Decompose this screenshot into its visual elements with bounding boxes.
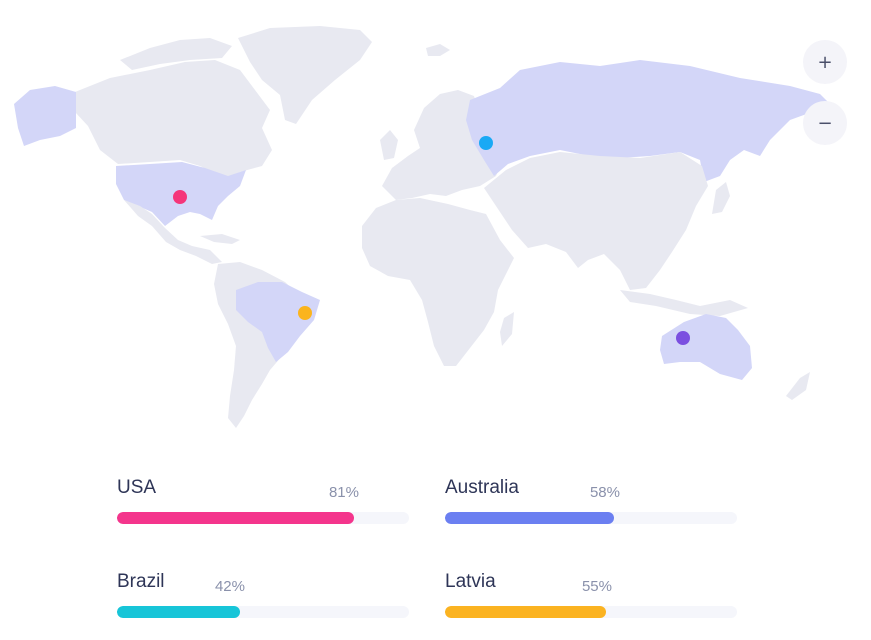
stat-brazil: Brazil 42% (117, 571, 409, 631)
progress-track (445, 512, 737, 524)
stat-country-label: Australia (445, 477, 519, 498)
stat-percent-label: 58% (589, 484, 620, 501)
progress-fill (117, 606, 240, 618)
stat-percent-label: 81% (328, 484, 359, 501)
stat-country-label: Brazil (117, 571, 165, 592)
stat-usa: USA 81% (117, 477, 409, 537)
arctic-islands-shape (120, 38, 232, 70)
progress-fill (117, 512, 354, 524)
stat-country-label: USA (117, 477, 157, 498)
brazil-marker[interactable] (298, 306, 312, 320)
stat-percent-label: 42% (214, 578, 245, 595)
stat-latvia: Latvia 55% (445, 571, 737, 631)
latvia-marker[interactable] (479, 136, 493, 150)
progress-track (117, 512, 409, 524)
stat-country-label: Latvia (445, 571, 496, 592)
africa-shape (362, 198, 514, 366)
world-map[interactable]: + − (0, 0, 871, 440)
uk-shape (380, 130, 398, 160)
asia-shape (484, 152, 708, 290)
world-map-svg (14, 26, 832, 428)
indonesia-shape (620, 290, 748, 316)
brazil-shape (236, 282, 320, 362)
stat-percent-label: 55% (581, 578, 612, 595)
japan-shape (712, 182, 730, 214)
usa-marker[interactable] (173, 190, 187, 204)
progress-track (445, 606, 737, 618)
alaska-shape (14, 86, 76, 146)
stat-australia: Australia 58% (445, 477, 737, 537)
caribbean-shape (200, 234, 240, 244)
zoom-in-button[interactable]: + (803, 40, 847, 84)
new-zealand-shape (786, 372, 810, 400)
canada-shape (75, 60, 272, 178)
central-america-shape (124, 200, 222, 264)
greenland-shape (238, 26, 372, 124)
iceland-shape (426, 44, 450, 56)
australia-marker[interactable] (676, 331, 690, 345)
russia-shape (466, 60, 832, 182)
progress-fill (445, 606, 606, 618)
australia-shape (660, 314, 752, 380)
zoom-out-button[interactable]: − (803, 101, 847, 145)
progress-track (117, 606, 409, 618)
progress-fill (445, 512, 615, 524)
madagascar-shape (500, 312, 514, 346)
